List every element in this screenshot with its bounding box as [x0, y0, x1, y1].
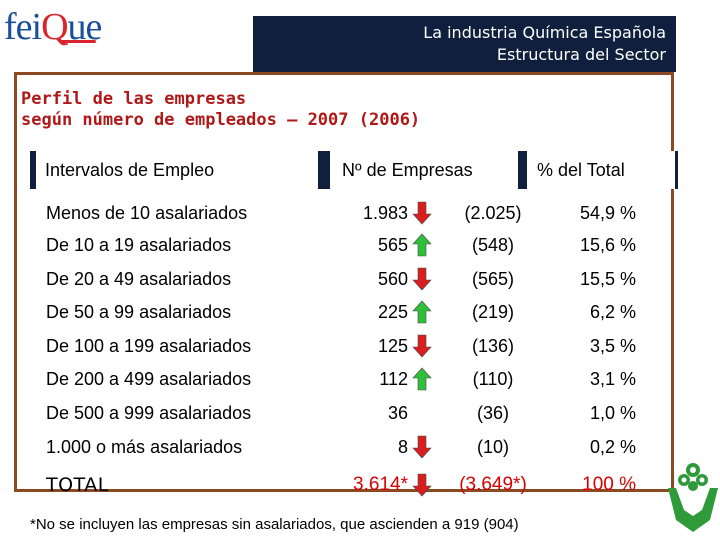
arrow-down-icon [412, 334, 432, 358]
company-count: 8 [397, 437, 408, 457]
arrow-down-icon [412, 473, 432, 497]
table-row: De 100 a 199 asalariados 125 (136) 3,5 % [0, 329, 720, 363]
column-header-percent: % del Total [527, 151, 675, 189]
table-row: De 500 a 999 asalariados 36 (36) 1,0 % [0, 396, 720, 430]
company-count: 560 [377, 269, 408, 289]
percent-of-total: 0,2 % [589, 437, 636, 457]
header-subtitle: Estructura del Sector [496, 45, 666, 64]
interval-label: De 500 a 999 asalariados [46, 403, 252, 423]
percent-of-total: 1,0 % [589, 403, 636, 423]
logo-underline [60, 40, 96, 43]
previous-count: (110) [472, 369, 514, 389]
previous-count: (10) [476, 437, 509, 457]
arrow-up-icon [412, 367, 432, 391]
total-count: 3.614* [353, 474, 408, 495]
previous-count: (36) [476, 403, 509, 423]
header-banner: La industria Química Española Estructura… [253, 16, 676, 72]
interval-label: 1.000 o más asalariados [46, 437, 243, 457]
total-previous-count: (3.649*) [459, 474, 527, 495]
arrow-up-icon [412, 300, 432, 324]
table-row: De 200 a 499 asalariados 112 (110) 3,1 % [0, 362, 720, 396]
column-header-intervals: Intervalos de Empleo [36, 151, 318, 189]
previous-count: (219) [471, 302, 515, 322]
arrow-down-icon [412, 267, 432, 291]
content-frame [14, 72, 674, 492]
interval-label: Menos de 10 asalariados [46, 203, 248, 223]
total-percent: 100 % [582, 474, 636, 495]
company-count: 125 [377, 336, 408, 356]
percent-of-total: 6,2 % [589, 302, 636, 322]
previous-count: (136) [471, 336, 515, 356]
section-subtitle: Perfil de las empresas según número de e… [21, 89, 420, 131]
percent-of-total: 3,5 % [589, 336, 636, 356]
arrow-up-icon [412, 233, 432, 257]
header-title: La industria Química Española [423, 23, 666, 42]
subtitle-line-1: Perfil de las empresas [21, 89, 247, 109]
arrow-down-icon [412, 201, 432, 225]
table-row: 1.000 o más asalariados 8 (10) 0,2 % [0, 430, 720, 464]
arrow-down-icon [412, 435, 432, 459]
interval-label: De 200 a 499 asalariados [46, 369, 252, 389]
interval-label: De 10 a 19 asalariados [46, 235, 232, 255]
company-count: 1.983 [362, 203, 408, 223]
column-header-companies: Nº de Empresas [330, 151, 518, 189]
interval-label: De 50 a 99 asalariados [46, 302, 232, 322]
company-count: 225 [377, 302, 408, 322]
interval-label: De 20 a 49 asalariados [46, 269, 232, 289]
company-count: 565 [377, 235, 408, 255]
table-row: De 50 a 99 asalariados 225 (219) 6,2 % [0, 295, 720, 329]
previous-count: (565) [471, 269, 515, 289]
subtitle-line-2: según número de empleados – 2007 (2006) [21, 110, 421, 130]
table-row: Menos de 10 asalariados 1.983 (2.025) 54,9 … [0, 196, 720, 230]
previous-count: (2.025) [464, 203, 522, 223]
logo-text-fei: fei [4, 6, 42, 48]
company-count: 36 [387, 403, 408, 423]
previous-count: (548) [471, 235, 515, 255]
table-row: De 20 a 49 asalariados 560 (565) 15,5 % [0, 262, 720, 296]
feique-logo: feiQue [4, 6, 122, 48]
footnote: *No se incluyen las empresas sin asalari… [30, 516, 519, 533]
percent-of-total: 15,5 % [579, 269, 636, 289]
percent-of-total: 15,6 % [579, 235, 636, 255]
total-label: TOTAL [46, 474, 109, 496]
company-count: 112 [379, 369, 408, 389]
interval-label: De 100 a 199 asalariados [46, 336, 252, 356]
percent-of-total: 54,9 % [579, 203, 636, 223]
responsible-care-emblem-icon [668, 463, 718, 532]
total-row: TOTAL 3.614* (3.649*) 100 % [0, 468, 720, 502]
table-row: De 10 a 19 asalariados 565 (548) 15,6 % [0, 228, 720, 262]
percent-of-total: 3,1 % [589, 369, 636, 389]
